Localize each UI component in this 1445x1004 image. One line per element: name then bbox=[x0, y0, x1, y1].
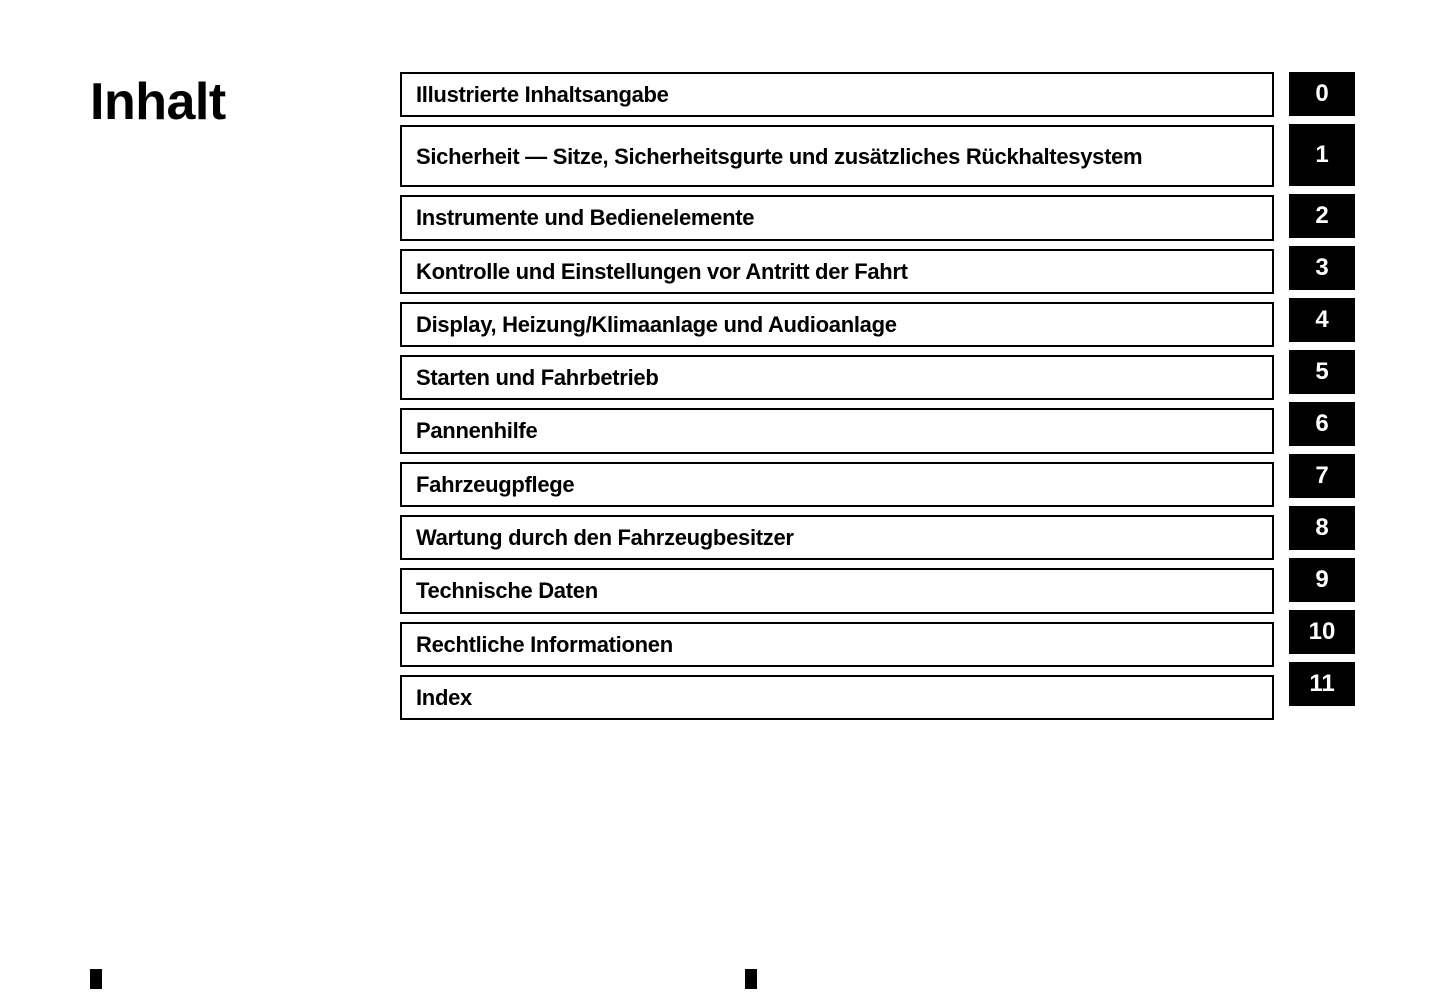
content-column: Illustrierte Inhaltsangabe Sicherheit — S… bbox=[400, 72, 1355, 720]
chapters-column: Illustrierte Inhaltsangabe Sicherheit — S… bbox=[400, 72, 1274, 720]
chapter-title: Wartung durch den Fahrzeugbesitzer bbox=[416, 525, 794, 550]
chapter-number-label: 8 bbox=[1315, 514, 1328, 542]
chapter-number-5[interactable]: 5 bbox=[1289, 350, 1355, 394]
numbers-column: 0 1 2 3 4 5 6 7 8 9 10 11 bbox=[1289, 72, 1355, 720]
chapter-number-3[interactable]: 3 bbox=[1289, 246, 1355, 290]
chapter-number-label: 0 bbox=[1315, 80, 1328, 108]
chapter-title: Pannenhilfe bbox=[416, 418, 537, 443]
chapter-number-label: 4 bbox=[1315, 306, 1328, 334]
chapter-box-9[interactable]: Technische Daten bbox=[400, 568, 1274, 613]
chapter-box-10[interactable]: Rechtliche Informationen bbox=[400, 622, 1274, 667]
chapter-box-4[interactable]: Display, Heizung/Klimaanlage und Audioan… bbox=[400, 302, 1274, 347]
page-container: Inhalt Illustrierte Inhaltsangabe Sicherh… bbox=[0, 0, 1445, 720]
chapter-number-label: 5 bbox=[1315, 358, 1328, 386]
chapter-box-11[interactable]: Index bbox=[400, 675, 1274, 720]
chapter-number-label: 3 bbox=[1315, 254, 1328, 282]
chapter-number-label: 1 bbox=[1315, 141, 1328, 169]
chapter-title: Illustrierte Inhaltsangabe bbox=[416, 82, 669, 107]
chapter-number-1[interactable]: 1 bbox=[1289, 124, 1355, 186]
chapter-title: Rechtliche Informationen bbox=[416, 632, 673, 657]
chapter-box-3[interactable]: Kontrolle und Einstellungen vor Antritt … bbox=[400, 249, 1274, 294]
chapter-title: Display, Heizung/Klimaanlage und Audioan… bbox=[416, 312, 897, 337]
page-title: Inhalt bbox=[90, 72, 400, 132]
crop-mark-left bbox=[90, 969, 102, 989]
chapter-box-7[interactable]: Fahrzeugpflege bbox=[400, 462, 1274, 507]
title-column: Inhalt bbox=[90, 72, 400, 720]
chapter-number-6[interactable]: 6 bbox=[1289, 402, 1355, 446]
chapter-box-5[interactable]: Starten und Fahrbetrieb bbox=[400, 355, 1274, 400]
crop-mark-right bbox=[745, 969, 757, 989]
chapter-title: Fahrzeugpflege bbox=[416, 472, 574, 497]
chapter-title: Starten und Fahrbetrieb bbox=[416, 365, 658, 390]
chapter-box-0[interactable]: Illustrierte Inhaltsangabe bbox=[400, 72, 1274, 117]
chapter-box-1[interactable]: Sicherheit — Sitze, Sicherheitsgurte und… bbox=[400, 125, 1274, 187]
chapter-number-7[interactable]: 7 bbox=[1289, 454, 1355, 498]
chapter-title: Technische Daten bbox=[416, 578, 598, 603]
chapter-number-label: 9 bbox=[1315, 566, 1328, 594]
chapter-number-label: 10 bbox=[1309, 618, 1336, 646]
chapter-number-label: 2 bbox=[1315, 202, 1328, 230]
chapter-box-6[interactable]: Pannenhilfe bbox=[400, 408, 1274, 453]
chapter-number-8[interactable]: 8 bbox=[1289, 506, 1355, 550]
chapter-title: Kontrolle und Einstellungen vor Antritt … bbox=[416, 259, 908, 284]
chapter-number-label: 7 bbox=[1315, 462, 1328, 490]
chapter-number-label: 6 bbox=[1315, 410, 1328, 438]
chapter-number-11[interactable]: 11 bbox=[1289, 662, 1355, 706]
chapter-number-10[interactable]: 10 bbox=[1289, 610, 1355, 654]
chapter-box-8[interactable]: Wartung durch den Fahrzeugbesitzer bbox=[400, 515, 1274, 560]
chapter-number-4[interactable]: 4 bbox=[1289, 298, 1355, 342]
chapter-box-2[interactable]: Instrumente und Bedienelemente bbox=[400, 195, 1274, 240]
chapter-number-label: 11 bbox=[1309, 670, 1334, 698]
chapter-number-9[interactable]: 9 bbox=[1289, 558, 1355, 602]
chapter-number-0[interactable]: 0 bbox=[1289, 72, 1355, 116]
chapter-title: Instrumente und Bedienelemente bbox=[416, 205, 754, 230]
chapter-title: Index bbox=[416, 685, 472, 710]
chapter-number-2[interactable]: 2 bbox=[1289, 194, 1355, 238]
chapter-title: Sicherheit — Sitze, Sicherheitsgurte und… bbox=[416, 144, 1142, 169]
